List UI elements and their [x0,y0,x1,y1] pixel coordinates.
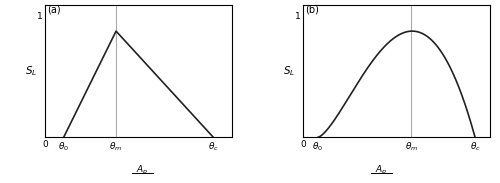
Y-axis label: $S_L$: $S_L$ [283,64,295,78]
Text: $A_p$: $A_p$ [376,164,388,177]
Text: (a): (a) [47,4,60,14]
Y-axis label: $S_L$: $S_L$ [25,64,37,78]
Text: (b): (b) [305,4,319,14]
Text: $A_p$: $A_p$ [136,164,148,177]
